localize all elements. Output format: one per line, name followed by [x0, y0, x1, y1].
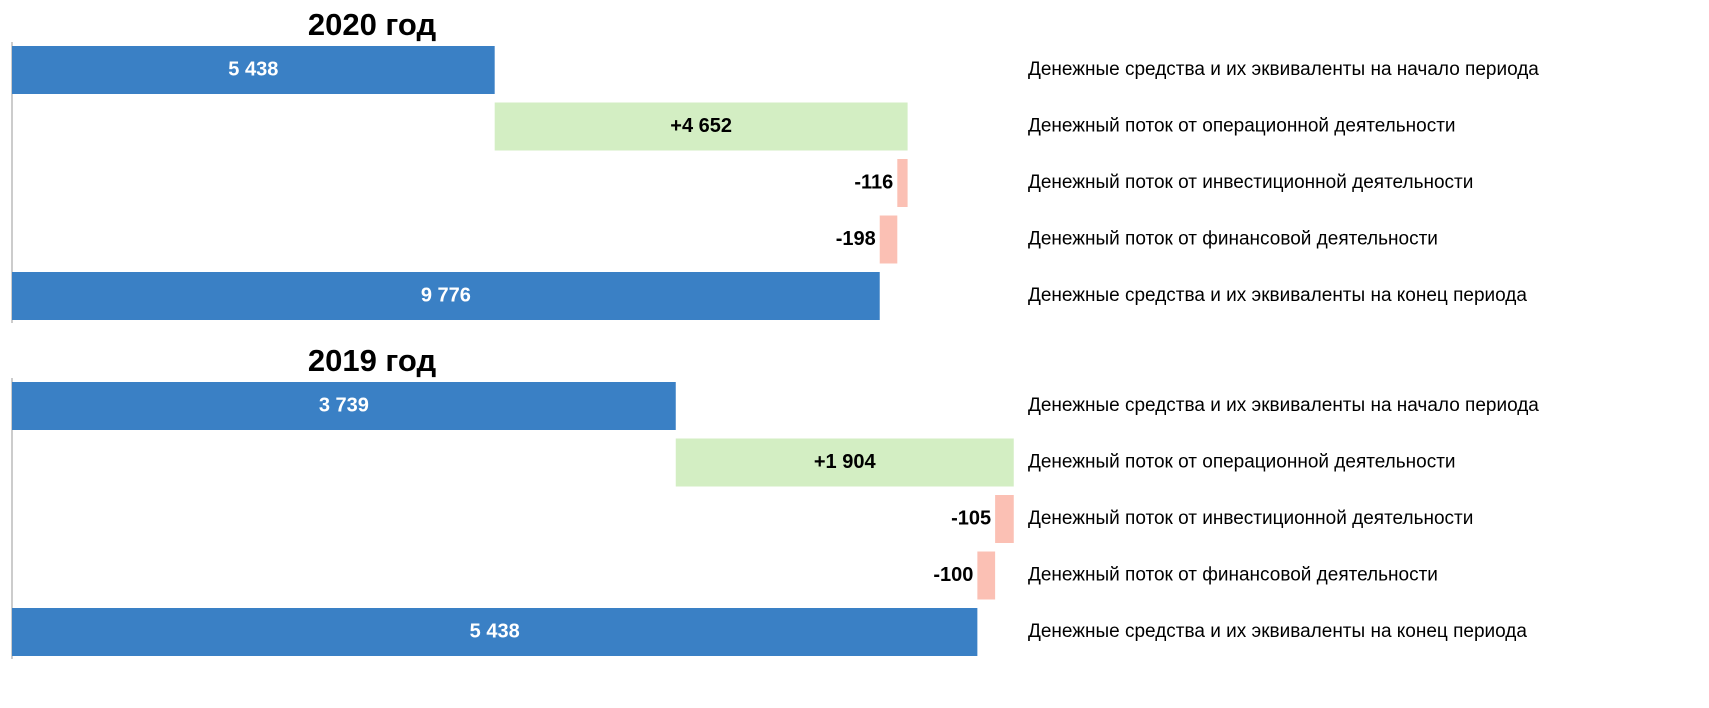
category-label: Денежный поток от инвестиционной деятель… [1028, 172, 1473, 193]
value-label: +1 904 [814, 451, 877, 473]
bar [675, 438, 1014, 487]
bar [879, 215, 898, 264]
value-label: -198 [836, 228, 876, 250]
value-label: -116 [854, 171, 893, 193]
category-label: Денежные средства и их эквиваленты на на… [1028, 395, 1539, 416]
bar [494, 102, 908, 151]
bar [12, 608, 978, 656]
value-label: -100 [933, 564, 973, 586]
value-label: 9 776 [421, 284, 471, 306]
category-label: Денежные средства и их эквиваленты на ко… [1028, 621, 1527, 642]
value-label: -105 [951, 507, 991, 529]
chart-title: 2019 год [308, 343, 437, 378]
value-label: 5 438 [228, 58, 278, 80]
category-label: Денежный поток от операционной деятельно… [1028, 452, 1456, 473]
value-label: 5 438 [470, 620, 520, 642]
bar [995, 495, 1014, 543]
value-label: +4 652 [670, 115, 732, 137]
chart-title: 2020 год [308, 7, 437, 42]
category-label: Денежные средства и их эквиваленты на на… [1028, 59, 1539, 80]
category-label: Денежный поток от финансовой деятельност… [1028, 565, 1438, 586]
category-label: Денежный поток от финансовой деятельност… [1028, 229, 1438, 250]
bar [12, 46, 495, 94]
category-label: Денежный поток от инвестиционной деятель… [1028, 508, 1473, 529]
bar [897, 159, 908, 207]
bar [12, 272, 880, 320]
category-label: Денежный поток от операционной деятельно… [1028, 116, 1456, 137]
category-label: Денежные средства и их эквиваленты на ко… [1028, 285, 1527, 306]
bar [12, 382, 676, 430]
value-label: 3 739 [319, 394, 369, 416]
bar [977, 551, 996, 600]
